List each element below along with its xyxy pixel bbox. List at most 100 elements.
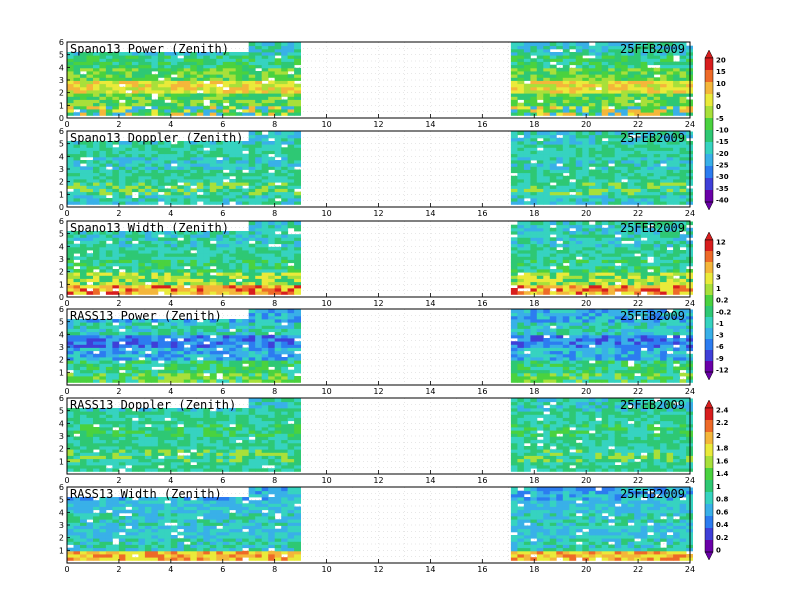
heatmap-cell bbox=[575, 42, 583, 47]
heatmap-cell bbox=[556, 284, 564, 289]
heatmap-cell bbox=[229, 278, 237, 283]
heatmap-cell bbox=[190, 379, 198, 383]
heatmap-cell bbox=[196, 55, 204, 59]
heatmap-cell bbox=[294, 227, 301, 232]
heatmap-cell bbox=[601, 156, 609, 161]
heatmap-cell bbox=[144, 179, 152, 183]
heatmap-cell bbox=[588, 45, 596, 50]
heatmap-cell bbox=[80, 74, 87, 78]
heatmap-cell bbox=[582, 80, 590, 85]
heatmap-cell bbox=[196, 366, 204, 371]
heatmap-cell bbox=[131, 322, 139, 326]
heatmap-cell bbox=[666, 231, 674, 235]
heatmap-cell bbox=[138, 250, 146, 254]
heatmap-cell bbox=[653, 278, 661, 283]
heatmap-cell bbox=[138, 243, 146, 248]
heatmap-cell bbox=[549, 172, 557, 177]
heatmap-cell bbox=[209, 331, 217, 336]
heatmap-cell bbox=[112, 83, 120, 88]
heatmap-cell bbox=[510, 309, 518, 314]
heatmap-cell bbox=[549, 141, 557, 145]
heatmap-cell bbox=[157, 112, 165, 116]
heatmap-cell bbox=[575, 224, 583, 229]
heatmap-cell bbox=[93, 112, 100, 116]
heatmap-cell bbox=[601, 188, 609, 193]
heatmap-cell bbox=[582, 90, 590, 94]
heatmap-cell bbox=[281, 291, 289, 295]
heatmap-cell bbox=[105, 341, 113, 345]
heatmap-cell bbox=[93, 262, 100, 267]
heatmap-cell bbox=[209, 163, 217, 167]
heatmap-cell bbox=[216, 58, 224, 62]
heatmap-cell bbox=[242, 262, 250, 267]
heatmap-cell bbox=[203, 55, 211, 59]
heatmap-cell bbox=[131, 253, 139, 257]
heatmap-cell bbox=[517, 83, 525, 88]
heatmap-cell bbox=[235, 194, 243, 199]
heatmap-cell bbox=[216, 259, 224, 264]
heatmap-cell bbox=[73, 243, 81, 248]
heatmap-cell bbox=[569, 67, 577, 72]
heatmap-cell bbox=[248, 288, 256, 292]
heatmap-cell bbox=[556, 42, 564, 47]
heatmap-cell bbox=[196, 265, 204, 270]
heatmap-cell bbox=[86, 191, 94, 196]
heatmap-cell bbox=[614, 275, 622, 279]
heatmap-cell bbox=[523, 144, 531, 148]
heatmap-cell bbox=[138, 141, 146, 145]
heatmap-cell bbox=[640, 80, 648, 85]
heatmap-cell bbox=[248, 331, 256, 336]
heatmap-cell bbox=[543, 188, 551, 193]
heatmap-cell bbox=[608, 194, 616, 199]
heatmap-cell bbox=[170, 278, 178, 283]
heatmap-cell bbox=[523, 281, 531, 286]
heatmap-cell bbox=[294, 234, 301, 238]
heatmap-cell bbox=[242, 331, 250, 336]
heatmap-cell bbox=[203, 325, 211, 329]
heatmap-cell bbox=[588, 240, 596, 245]
heatmap-cell bbox=[229, 344, 237, 348]
heatmap-cell bbox=[235, 166, 243, 170]
heatmap-cell bbox=[255, 71, 263, 75]
heatmap-cell bbox=[287, 256, 295, 260]
heatmap-cell bbox=[203, 86, 211, 91]
heatmap-cell bbox=[177, 105, 185, 110]
heatmap-cell bbox=[601, 265, 609, 270]
heatmap-cell bbox=[608, 188, 616, 193]
heatmap-cell bbox=[556, 198, 564, 202]
heatmap-cell bbox=[601, 234, 609, 238]
heatmap-cell bbox=[281, 227, 289, 232]
heatmap-cell bbox=[660, 227, 667, 232]
heatmap-cell bbox=[222, 269, 230, 273]
heatmap-cell bbox=[183, 102, 191, 107]
heatmap-cell bbox=[196, 253, 204, 257]
heatmap-cell bbox=[543, 281, 551, 286]
heatmap-cell bbox=[157, 74, 165, 78]
heatmap-cell bbox=[151, 344, 159, 348]
heatmap-cell bbox=[517, 227, 525, 232]
heatmap-cell bbox=[517, 172, 525, 177]
heatmap-cell bbox=[261, 105, 269, 110]
heatmap-cell bbox=[608, 48, 616, 53]
heatmap-cell bbox=[287, 86, 295, 91]
heatmap-cell bbox=[510, 325, 518, 329]
heatmap-cell bbox=[170, 99, 178, 104]
heatmap-cell bbox=[170, 237, 178, 241]
heatmap-cell bbox=[582, 45, 590, 50]
heatmap-cell bbox=[67, 357, 74, 361]
heatmap-cell bbox=[653, 112, 661, 116]
heatmap-cell bbox=[248, 86, 256, 91]
heatmap-cell bbox=[80, 67, 87, 72]
heatmap-cell bbox=[543, 265, 551, 270]
heatmap-cell bbox=[235, 272, 243, 276]
heatmap-cell bbox=[274, 150, 282, 155]
heatmap-cell bbox=[536, 156, 544, 161]
heatmap-cell bbox=[105, 360, 113, 364]
heatmap-cell bbox=[73, 353, 81, 358]
heatmap-cell bbox=[569, 182, 577, 186]
heatmap-cell bbox=[248, 153, 256, 158]
heatmap-cell bbox=[183, 350, 191, 355]
heatmap-cell bbox=[562, 198, 570, 202]
heatmap-cell bbox=[595, 45, 603, 50]
heatmap-cell bbox=[248, 55, 256, 59]
